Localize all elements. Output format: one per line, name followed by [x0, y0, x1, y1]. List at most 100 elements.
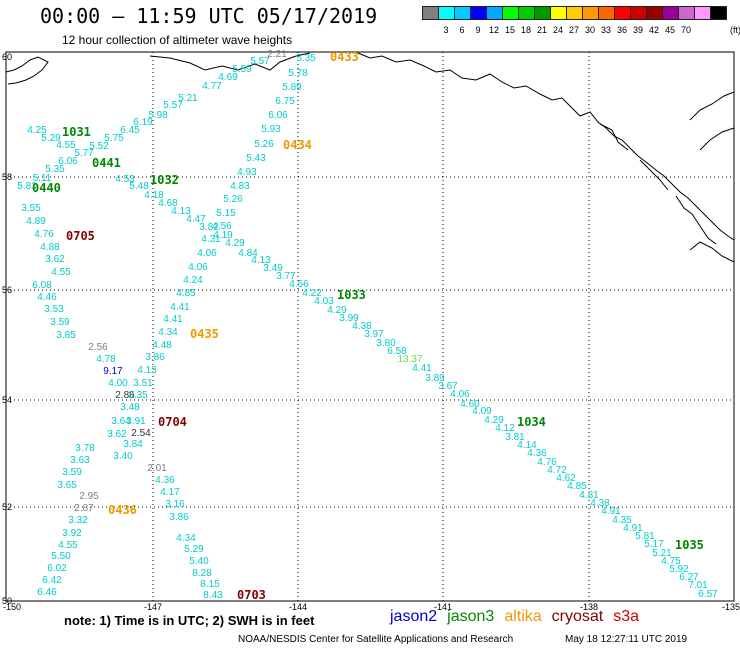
wave-height-value: 5.81 [17, 181, 37, 192]
latitude-label: 56 [2, 285, 12, 295]
wave-height-value: 5.93 [261, 124, 281, 135]
longitude-label: -138 [580, 602, 598, 612]
wave-height-value: 4.29 [484, 415, 504, 426]
longitude-label: -141 [434, 602, 452, 612]
legend-entry-jason3: jason3 [447, 608, 495, 625]
scale-tick-label: 36 [616, 25, 627, 35]
wave-height-value: 9.17 [103, 366, 123, 377]
wave-height-value: 3.82 [199, 222, 219, 233]
wave-height-value: 4.29 [327, 305, 347, 316]
scale-tick-label: 42 [648, 25, 659, 35]
wave-height-value: 5.57 [163, 100, 183, 111]
wave-height-value: 5.81 [635, 531, 655, 542]
wave-height-value: 4.46 [37, 292, 57, 303]
wave-height-value: 2.87 [74, 503, 94, 514]
wave-height-value: 4.53 [115, 174, 135, 185]
wave-height-value: 5.75 [104, 133, 124, 144]
wave-height-value: 4.31 [201, 234, 221, 245]
wave-height-value: 3.78 [75, 443, 95, 454]
scale-tick-label: 70 [680, 25, 691, 35]
scale-tick-label: 45 [664, 25, 675, 35]
wave-height-value: 6.75 [275, 96, 295, 107]
wave-height-value: 4.62 [556, 473, 576, 484]
scale-tick-label: 18 [520, 25, 531, 35]
wave-height-value: 4.41 [170, 302, 190, 313]
latitude-label: 50 [2, 596, 12, 606]
pass-time-label: 0441 [92, 156, 121, 170]
wave-height-value: 4.13 [137, 365, 157, 376]
wave-height-value: 3.35 [128, 390, 148, 401]
wave-height-value: 4.24 [183, 275, 203, 286]
wave-height-value: 3.77 [276, 271, 296, 282]
scale-tick-label: 24 [552, 25, 563, 35]
wave-height-value: 5.89 [282, 82, 302, 93]
wave-height-value: 4.19 [213, 230, 233, 241]
wave-height-value: 5.26 [254, 139, 274, 150]
wave-height-value: 6.58 [387, 346, 407, 357]
wave-height-value: 4.18 [144, 190, 164, 201]
wave-height-value: 3.16 [165, 499, 185, 510]
wave-height-value: 3.86 [145, 352, 165, 363]
coastline-islands [599, 91, 735, 263]
pass-time-label: 0440 [32, 181, 61, 195]
agency-credit: NOAA/NESDIS Center for Satellite Applica… [238, 634, 514, 645]
wave-height-value: 4.12 [495, 423, 515, 434]
wave-height-value: 5.11 [33, 173, 52, 184]
wave-height-value: 3.59 [62, 467, 82, 478]
pass-time-label: 1035 [675, 538, 704, 552]
scale-tick-label: 30 [584, 25, 595, 35]
legend-entry-s3a: s3a [613, 608, 640, 625]
wave-height-value: 4.41 [412, 363, 432, 374]
wave-height-value: 3.86 [169, 512, 189, 523]
wave-height-value: 5.26 [223, 194, 243, 205]
wave-height-value: 5.21 [178, 93, 198, 104]
wave-height-value: 5.52 [89, 141, 109, 152]
wave-height-value: 4.25 [27, 125, 47, 136]
wave-height-value: 4.84 [238, 248, 258, 259]
wave-height-value: 4.68 [158, 198, 178, 209]
wave-height-value: 5.15 [216, 208, 236, 219]
wave-height-value: 4.91 [601, 506, 621, 517]
wave-height-value: 4.55 [56, 140, 76, 151]
wave-height-value: 5.98 [148, 110, 168, 121]
wave-height-value: 3.62 [107, 429, 127, 440]
wave-height-value: 3.84 [123, 439, 143, 450]
wave-height-value: 6.42 [42, 575, 62, 586]
scale-unit-label: (ft) [730, 25, 740, 35]
wave-height-value: 4.69 [218, 72, 238, 83]
wave-height-value: 3.49 [263, 263, 283, 274]
wave-height-value: 4.72 [547, 465, 567, 476]
generation-timestamp: May 18 12:27:11 UTC 2019 [565, 634, 688, 645]
wave-height-value: 4.00 [108, 378, 128, 389]
wave-height-value: 4.47 [186, 214, 206, 225]
wave-height-value: 5.43 [246, 153, 266, 164]
wave-height-value: 2.56 [88, 342, 108, 353]
pass-time-label: 0705 [66, 229, 95, 243]
wave-height-value: 4.60 [460, 399, 480, 410]
wave-height-value: 2.21 [267, 49, 287, 60]
wave-height-value: 5.17 [644, 539, 664, 550]
wave-height-value: 4.78 [96, 354, 116, 365]
wave-height-value: 2.95 [79, 491, 99, 502]
wave-height-value: 3.99 [339, 313, 359, 324]
wave-height-value: 4.76 [537, 457, 557, 468]
wave-height-value: 4.09 [472, 406, 492, 417]
wave-height-value: 4.48 [152, 340, 172, 351]
legend-entry-cryosat: cryosat [551, 608, 604, 625]
wave-height-value: 3.89 [425, 373, 445, 384]
longitude-label: -135 [722, 602, 740, 612]
scale-tick-label: 21 [536, 25, 547, 35]
wave-height-value: 5.59 [232, 64, 252, 75]
wave-height-value: 6.06 [268, 110, 288, 121]
wave-height-value: 4.06 [197, 248, 217, 259]
wave-height-value: 8.28 [192, 568, 212, 579]
wave-height-value: 4.41 [163, 314, 183, 325]
map-frame [5, 51, 735, 602]
wave-height-value: 3.59 [50, 317, 70, 328]
longitude-label: -147 [144, 602, 162, 612]
wave-height-value: 4.85 [567, 481, 587, 492]
longitude-label: -150 [3, 602, 21, 612]
wave-height-value: 4.56 [289, 279, 309, 290]
wave-height-value: 4.91 [623, 523, 643, 534]
